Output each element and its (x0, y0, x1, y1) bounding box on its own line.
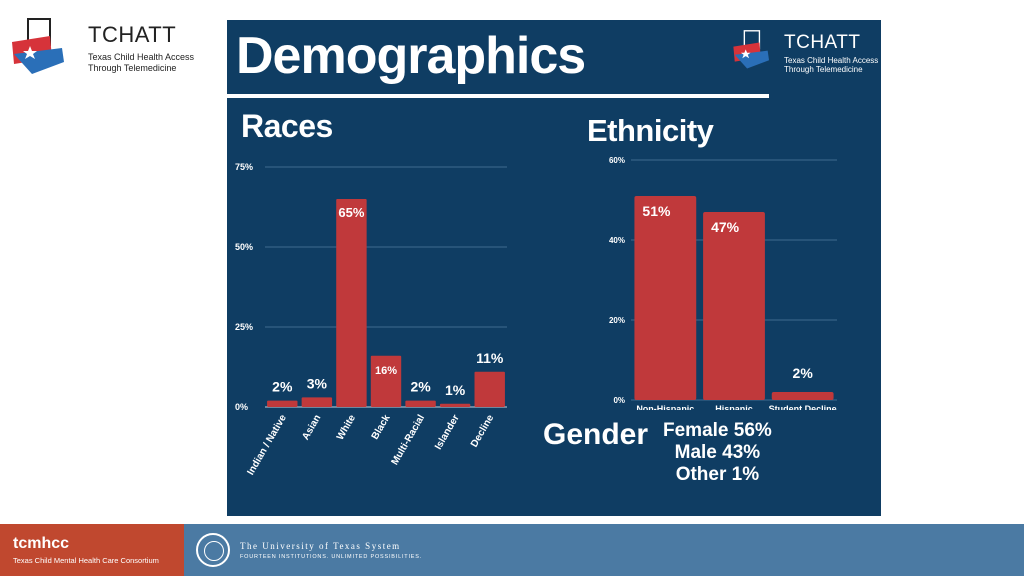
races-bar-chart: 0% 25% 50% 75% 2% Indian / Native 3% Asian 65% Wh… (235, 162, 507, 478)
data-label: 47% (711, 219, 740, 235)
tchatt-flag-icon (733, 30, 770, 69)
x-tick-label: Asian (300, 413, 323, 442)
tcmhcc-subtitle: Texas Child Mental Health Care Consortiu… (13, 556, 159, 565)
tchatt-logo: TCHATT Texas Child Health Access Through… (10, 18, 194, 78)
data-label: 2% (793, 365, 814, 381)
x-tick-label: Indian / Native (245, 413, 289, 478)
logo-subtitle: Texas Child Health Access Through Teleme… (784, 56, 879, 74)
ethnicity-bar-chart: 0% 20% 40% 60% 51% 47% 2% Non-Hispanic Hispanic S… (609, 156, 837, 410)
races-title: Races (241, 108, 333, 144)
slide-panel: Demographics TCHATT Texas Child Health A… (227, 20, 881, 516)
data-label: 65% (338, 205, 364, 220)
ethnicity-title: Ethnicity (587, 113, 714, 148)
logo-subtitle: Texas Child Health Access Through Teleme… (88, 52, 198, 74)
logo-name: TCHATT (88, 22, 177, 47)
bar-non-hispanic (634, 196, 697, 400)
tchatt-flag-icon (12, 18, 64, 74)
data-label: 1% (445, 382, 466, 398)
bar-decline (474, 371, 505, 407)
y-tick-label: 60% (609, 156, 625, 165)
logo-subtitle-line2: Through Telemedicine (88, 63, 177, 73)
x-tick-label: Non-Hispanic (636, 404, 694, 410)
data-label: 51% (642, 203, 671, 219)
gender-female: Female 56% (663, 420, 772, 441)
logo-name: TCHATT (784, 32, 861, 53)
bar-hispanic (703, 212, 765, 400)
data-label: 2% (410, 379, 431, 395)
y-tick-label: 0% (613, 396, 625, 405)
x-tick-label: Hispanic (715, 404, 753, 410)
title-divider (227, 94, 769, 98)
ut-system-tagline: FOURTEEN INSTITUTIONS. UNLIMITED POSSIBI… (240, 554, 423, 560)
ut-seal-icon (196, 533, 230, 567)
slide-title: Demographics (236, 27, 586, 85)
tcmhcc-name: tcmhcc (13, 535, 70, 552)
x-tick-label: Black (370, 413, 393, 442)
y-tick-label: 40% (609, 236, 625, 245)
gender-other: Other 1% (675, 464, 760, 485)
x-tick-label: Multi-Racial (390, 413, 428, 467)
footer-bar: tcmhcc Texas Child Mental Health Care Co… (0, 524, 1024, 576)
bar-asian (301, 397, 333, 407)
tchatt-logo-slide: TCHATT Texas Child Health Access Through… (732, 30, 879, 78)
logo-subtitle-line1: Texas Child Health Access (88, 52, 195, 62)
y-tick-label: 75% (235, 162, 253, 172)
bar-white (336, 199, 367, 407)
data-label: 3% (307, 375, 328, 391)
gender-list: Female 56% Male 43% Other 1% (663, 420, 772, 486)
y-tick-label: 25% (235, 322, 253, 332)
x-tick-label: White (335, 413, 358, 442)
bar-multi-racial (405, 400, 436, 407)
tcmhcc-logo: tcmhcc Texas Child Mental Health Care Co… (0, 524, 184, 576)
x-tick-label: Decline (469, 413, 497, 450)
bar-black (370, 355, 402, 407)
y-tick-label: 0% (235, 402, 248, 412)
y-tick-label: 20% (609, 316, 625, 325)
gender-title: Gender (543, 418, 649, 451)
y-tick-label: 50% (235, 242, 253, 252)
data-label: 11% (476, 350, 504, 366)
ut-system-name: The University of Texas System (240, 541, 401, 551)
bar-indian-native (267, 400, 298, 407)
x-tick-label: Student Decline (769, 404, 837, 410)
logo-subtitle-line1: Texas Child Health Access (784, 56, 879, 65)
bar-student-decline (771, 392, 834, 400)
data-label: 2% (272, 379, 293, 395)
bar-islander (439, 403, 471, 407)
data-label: 16% (375, 365, 397, 377)
gender-male: Male 43% (674, 442, 761, 463)
logo-subtitle-line2: Through Telemedicine (784, 65, 863, 74)
x-tick-label: Islander (433, 413, 462, 452)
